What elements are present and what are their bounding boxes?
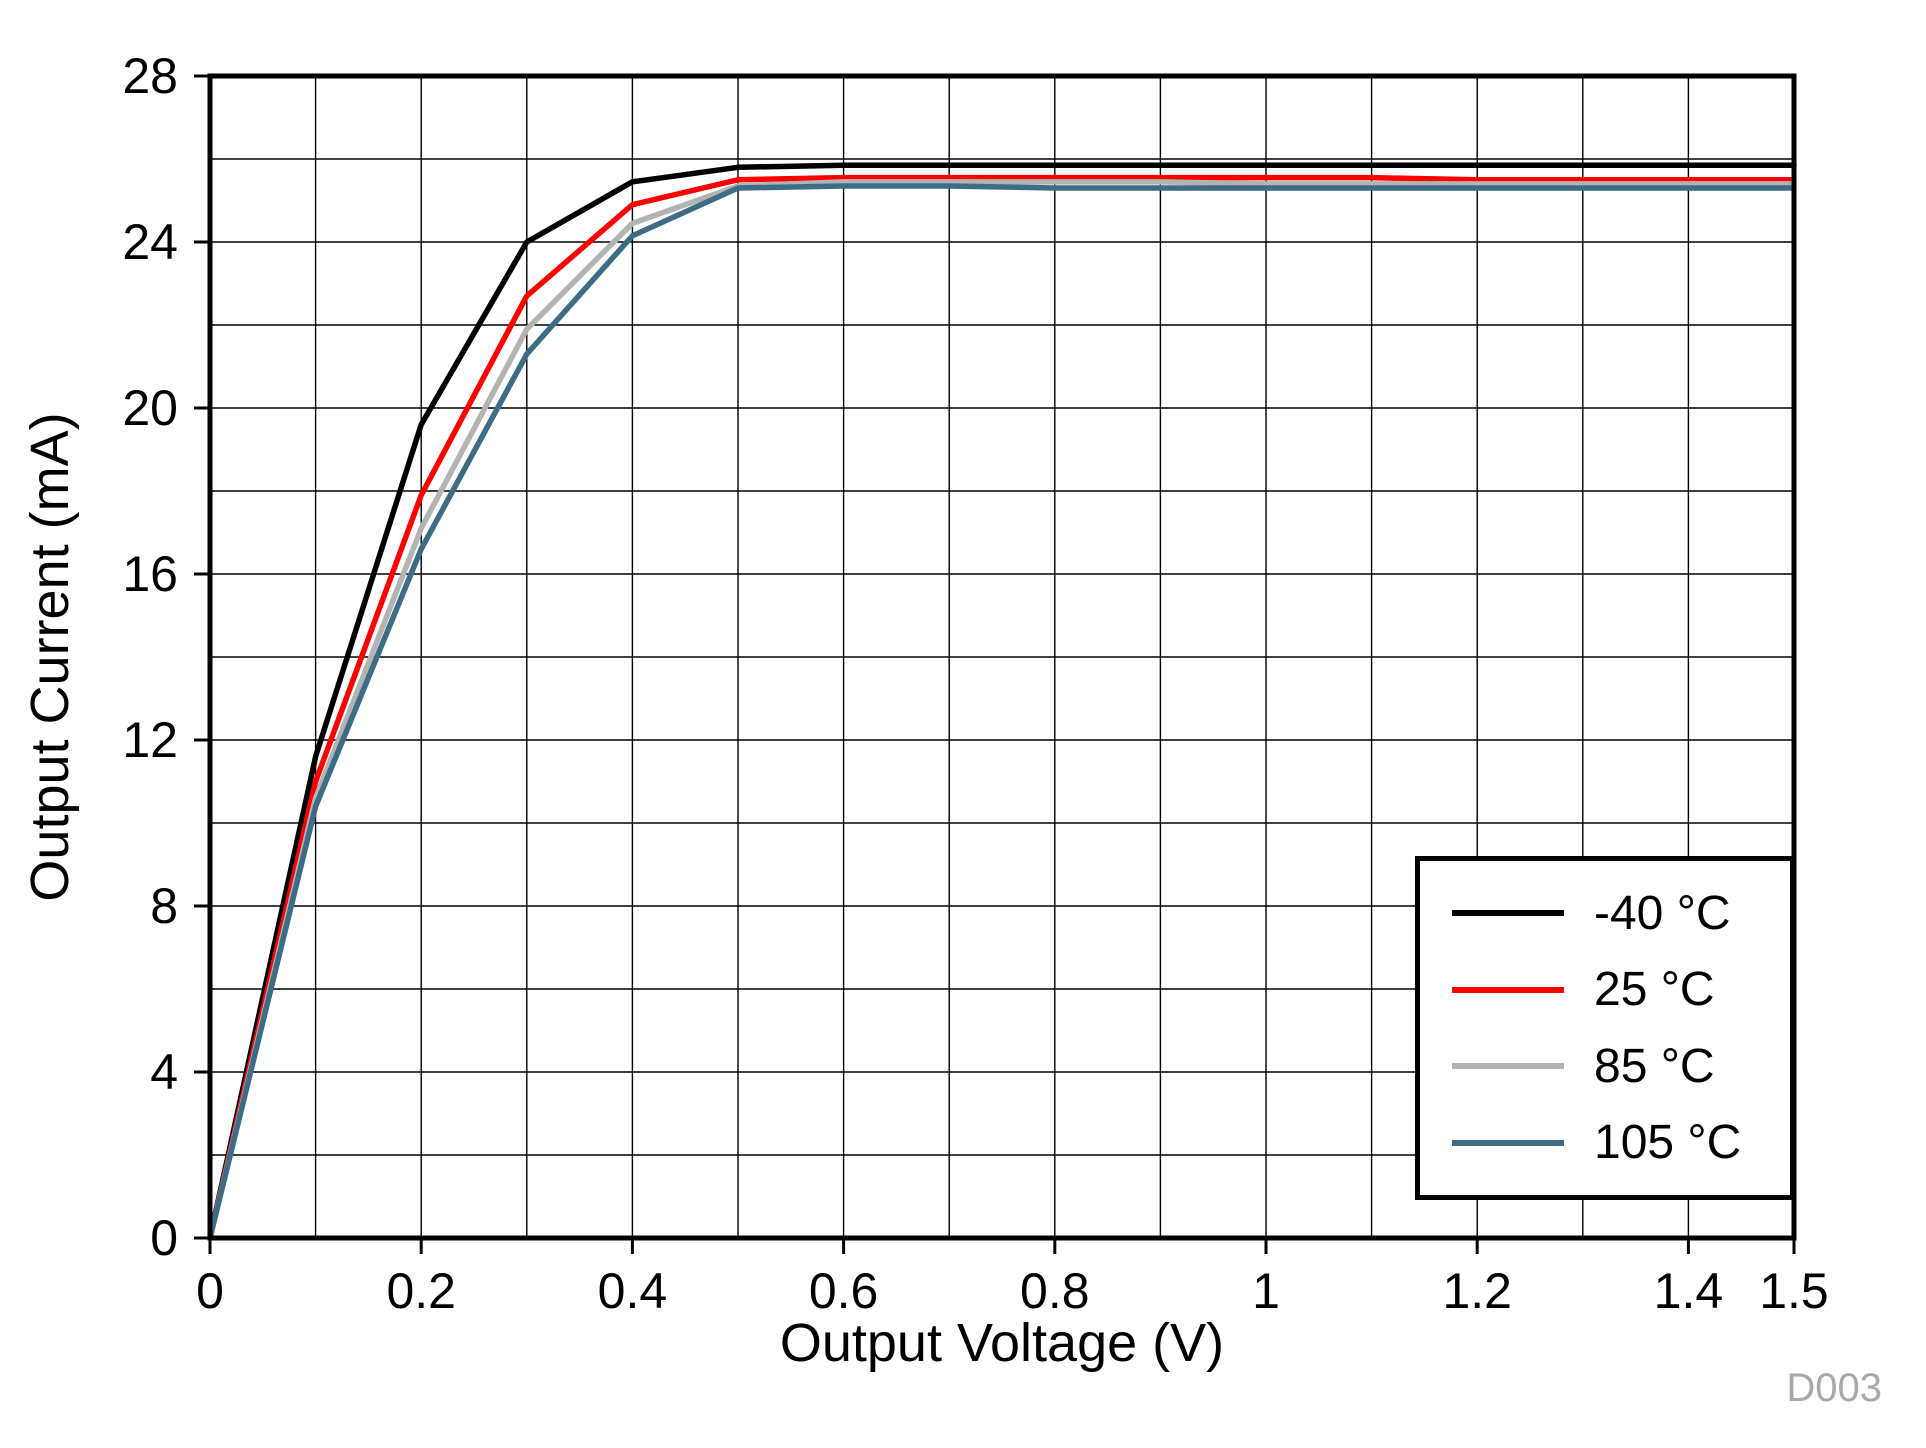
x-tick-label: 1.2 xyxy=(1442,1263,1512,1319)
x-tick-label: 0.8 xyxy=(1020,1263,1090,1319)
x-tick-label: 1.5 xyxy=(1759,1263,1829,1319)
y-tick-label: 8 xyxy=(150,878,178,934)
y-tick-label: 0 xyxy=(150,1210,178,1266)
x-tick-label: 0.6 xyxy=(809,1263,879,1319)
legend-line-swatch xyxy=(1452,986,1564,993)
y-tick-label: 4 xyxy=(150,1044,178,1100)
series-line-2 xyxy=(207,174,1797,1241)
legend-label: 105 °C xyxy=(1594,1116,1742,1170)
legend-label: 25 °C xyxy=(1594,963,1715,1017)
series-line-3 xyxy=(207,179,1797,1241)
axis-ticks xyxy=(194,74,1796,1254)
x-tick-label: 0 xyxy=(196,1263,224,1319)
legend-item: 25 °C xyxy=(1452,962,1790,1017)
y-axis-title: Output Current (mA) xyxy=(20,412,80,902)
legend-label: 85 °C xyxy=(1594,1039,1715,1093)
x-tick-label: 1 xyxy=(1252,1263,1280,1319)
legend-line-swatch xyxy=(1452,1139,1564,1146)
x-tick-label: 0.2 xyxy=(386,1263,456,1319)
x-axis-title: Output Voltage (V) xyxy=(779,1313,1225,1373)
legend-label: -40 °C xyxy=(1594,886,1731,940)
series-line-4 xyxy=(207,183,1797,1241)
legend-line-swatch xyxy=(1452,1063,1564,1070)
x-tick-label: 0.4 xyxy=(598,1263,668,1319)
plot-border xyxy=(207,73,1797,1241)
y-tick-label: 24 xyxy=(122,214,178,270)
y-tick-label: 20 xyxy=(122,380,178,436)
legend-item: -40 °C xyxy=(1452,886,1790,941)
x-tick-label: 1.4 xyxy=(1654,1263,1724,1319)
legend-item: 105 °C xyxy=(1452,1115,1790,1170)
y-tick-label: 16 xyxy=(122,546,178,602)
figure-id-label: D003 xyxy=(1786,1366,1882,1410)
legend: -40 °C 25 °C 85 °C 105 °C xyxy=(1415,856,1795,1200)
y-tick-label: 12 xyxy=(122,712,178,768)
series-line-1 xyxy=(207,162,1797,1241)
y-tick-label: 28 xyxy=(122,48,178,104)
axis-tick-labels: 0 0.2 0.4 0.6 0.8 1 1.2 1.4 1.5 0 4 8 12 16 20 24 28 xyxy=(122,48,1828,1319)
legend-line-swatch xyxy=(1452,910,1564,917)
legend-item: 85 °C xyxy=(1452,1039,1790,1094)
